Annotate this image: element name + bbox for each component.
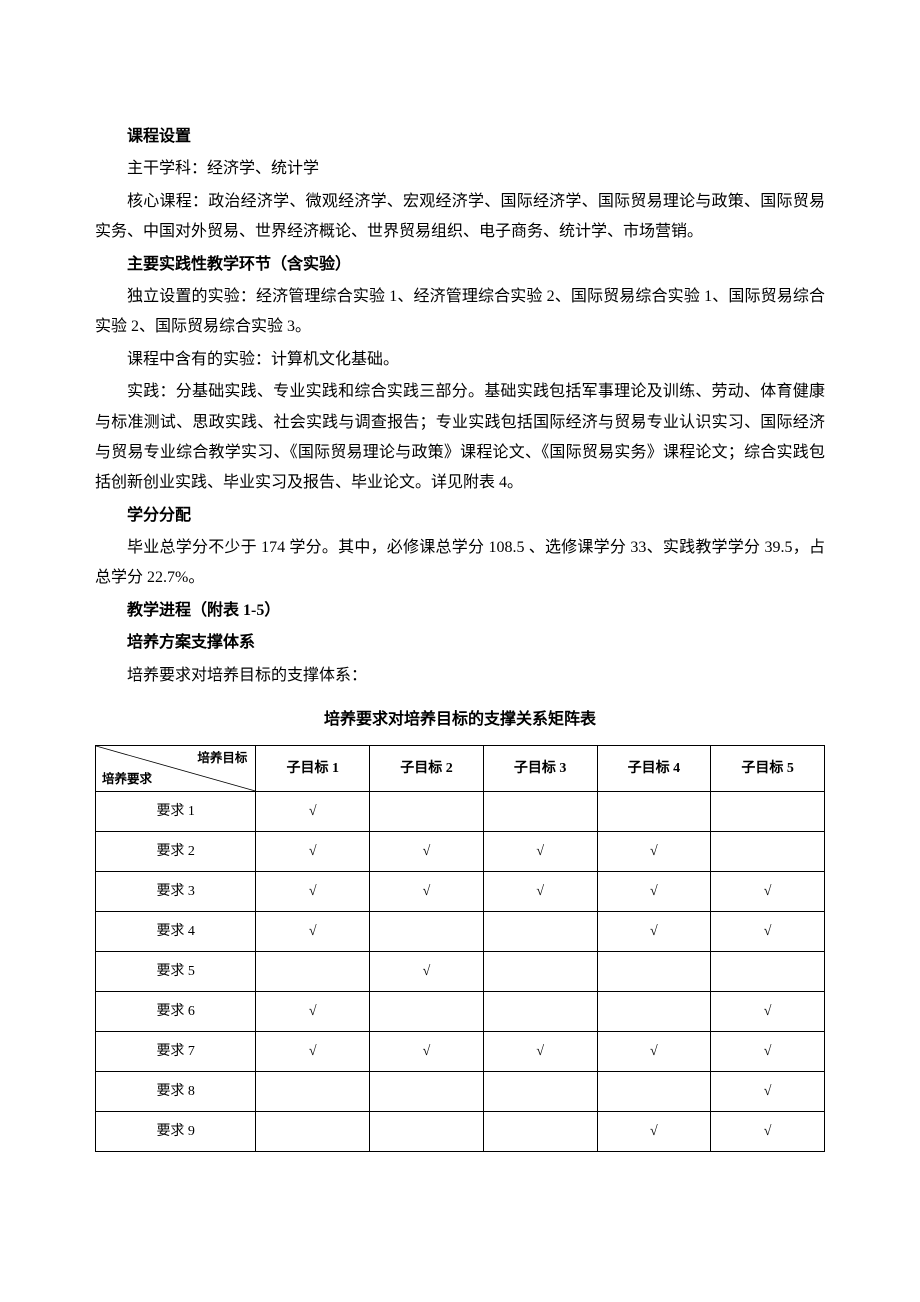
matrix-cell: √ <box>597 1112 711 1152</box>
matrix-cell: √ <box>256 832 370 872</box>
main-subjects-para: 主干学科：经济学、统计学 <box>95 154 825 184</box>
support-intro-para: 培养要求对培养目标的支撑体系： <box>95 661 825 691</box>
matrix-cell: √ <box>711 1072 825 1112</box>
matrix-cell <box>597 992 711 1032</box>
table-row: 要求 6√√ <box>96 992 825 1032</box>
table-row: 要求 7√√√√√ <box>96 1032 825 1072</box>
practice-heading: 主要实践性教学环节（含实验） <box>95 250 825 280</box>
matrix-cell <box>597 792 711 832</box>
table-header-row: 培养目标 培养要求 子目标 1 子目标 2 子目标 3 子目标 4 子目标 5 <box>96 746 825 792</box>
diag-top-label: 培养目标 <box>197 750 247 766</box>
matrix-cell <box>597 1072 711 1112</box>
course-setup-heading: 课程设置 <box>95 122 825 152</box>
matrix-cell <box>370 1112 484 1152</box>
matrix-cell: √ <box>370 872 484 912</box>
matrix-cell <box>370 912 484 952</box>
matrix-cell <box>256 952 370 992</box>
row-label: 要求 8 <box>96 1072 256 1112</box>
table-row: 要求 4√√√ <box>96 912 825 952</box>
table-row: 要求 3√√√√√ <box>96 872 825 912</box>
row-label: 要求 3 <box>96 872 256 912</box>
matrix-cell: √ <box>711 872 825 912</box>
table-row: 要求 5 √ <box>96 952 825 992</box>
table-row: 要求 8 √ <box>96 1072 825 1112</box>
matrix-cell <box>483 952 597 992</box>
row-label: 要求 7 <box>96 1032 256 1072</box>
matrix-cell: √ <box>597 912 711 952</box>
col-header: 子目标 4 <box>597 746 711 792</box>
matrix-cell: √ <box>597 1032 711 1072</box>
matrix-table-title: 培养要求对培养目标的支撑关系矩阵表 <box>95 705 825 735</box>
matrix-cell: √ <box>711 992 825 1032</box>
matrix-cell: √ <box>711 912 825 952</box>
matrix-cell: √ <box>370 952 484 992</box>
credits-heading: 学分分配 <box>95 501 825 531</box>
matrix-cell <box>483 792 597 832</box>
matrix-cell <box>483 912 597 952</box>
col-header: 子目标 1 <box>256 746 370 792</box>
col-header: 子目标 5 <box>711 746 825 792</box>
table-row: 要求 1√ <box>96 792 825 832</box>
row-label: 要求 4 <box>96 912 256 952</box>
matrix-cell: √ <box>483 832 597 872</box>
row-label: 要求 6 <box>96 992 256 1032</box>
row-label: 要求 2 <box>96 832 256 872</box>
matrix-cell: √ <box>711 1032 825 1072</box>
matrix-cell <box>370 992 484 1032</box>
matrix-cell <box>711 952 825 992</box>
schedule-heading: 教学进程（附表 1-5） <box>95 596 825 626</box>
col-header: 子目标 2 <box>370 746 484 792</box>
matrix-cell: √ <box>483 1032 597 1072</box>
matrix-cell <box>483 1112 597 1152</box>
practice-detail-para: 实践：分基础实践、专业实践和综合实践三部分。基础实践包括军事理论及训练、劳动、体… <box>95 377 825 499</box>
row-label: 要求 9 <box>96 1112 256 1152</box>
matrix-cell: √ <box>597 832 711 872</box>
matrix-cell <box>256 1112 370 1152</box>
matrix-cell: √ <box>370 1032 484 1072</box>
matrix-cell: √ <box>256 992 370 1032</box>
row-label: 要求 1 <box>96 792 256 832</box>
independent-experiments-para: 独立设置的实验：经济管理综合实验 1、经济管理综合实验 2、国际贸易综合实验 1… <box>95 282 825 343</box>
course-experiments-para: 课程中含有的实验：计算机文化基础。 <box>95 345 825 375</box>
support-heading: 培养方案支撑体系 <box>95 628 825 658</box>
matrix-cell <box>711 832 825 872</box>
matrix-cell <box>256 1072 370 1112</box>
matrix-cell: √ <box>256 872 370 912</box>
matrix-cell: √ <box>711 1112 825 1152</box>
matrix-cell: √ <box>597 872 711 912</box>
matrix-cell <box>483 992 597 1032</box>
table-row: 要求 2√√√√ <box>96 832 825 872</box>
matrix-cell: √ <box>256 792 370 832</box>
table-row: 要求 9 √√ <box>96 1112 825 1152</box>
matrix-cell: √ <box>483 872 597 912</box>
matrix-cell: √ <box>256 912 370 952</box>
matrix-cell <box>370 1072 484 1112</box>
credits-detail-para: 毕业总学分不少于 174 学分。其中，必修课总学分 108.5 、选修课学分 3… <box>95 533 825 594</box>
core-courses-para: 核心课程：政治经济学、微观经济学、宏观经济学、国际经济学、国际贸易理论与政策、国… <box>95 187 825 248</box>
matrix-cell <box>483 1072 597 1112</box>
diag-bottom-label: 培养要求 <box>102 771 152 787</box>
matrix-cell <box>370 792 484 832</box>
col-header: 子目标 3 <box>483 746 597 792</box>
matrix-table: 培养目标 培养要求 子目标 1 子目标 2 子目标 3 子目标 4 子目标 5 … <box>95 745 825 1152</box>
diagonal-header-cell: 培养目标 培养要求 <box>96 746 256 792</box>
matrix-cell <box>711 792 825 832</box>
row-label: 要求 5 <box>96 952 256 992</box>
matrix-cell: √ <box>370 832 484 872</box>
matrix-cell: √ <box>256 1032 370 1072</box>
matrix-cell <box>597 952 711 992</box>
